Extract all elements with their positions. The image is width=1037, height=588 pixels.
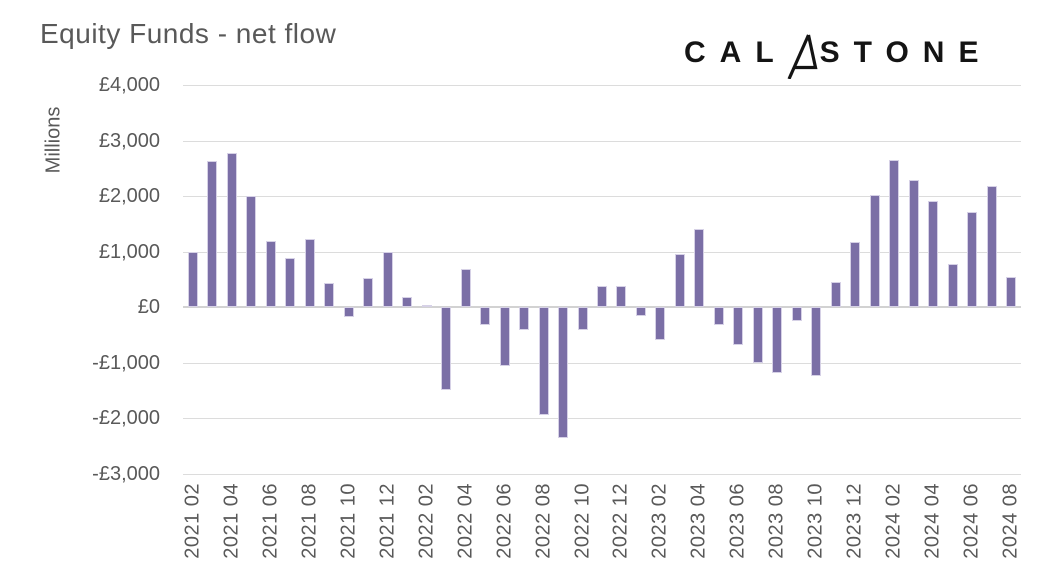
bar [869, 195, 880, 308]
bar [441, 307, 452, 391]
gridline [183, 362, 1021, 364]
x-tick-label: 2021 02 [181, 483, 204, 559]
gridline [183, 140, 1021, 142]
bar [733, 307, 744, 345]
y-tick-label: £1,000 [98, 240, 160, 263]
x-tick-label: 2024 06 [960, 483, 983, 559]
bar [850, 241, 861, 308]
x-tick-label: 2022 06 [493, 483, 516, 559]
y-tick-label: -£2,000 [92, 407, 160, 430]
bar [187, 252, 198, 308]
x-tick-label: 2023 10 [804, 483, 827, 559]
y-tick-label: -£1,000 [92, 351, 160, 374]
bar [285, 257, 296, 308]
bar [928, 200, 939, 308]
gridline [183, 251, 1021, 253]
y-tick-label: £2,000 [98, 185, 160, 208]
bar [480, 307, 491, 325]
bar [1006, 277, 1017, 308]
bar [577, 307, 588, 331]
logo-text-stone: STONE [819, 36, 993, 69]
y-tick-label: £4,000 [98, 74, 160, 96]
bar [635, 307, 646, 317]
bar [265, 241, 276, 308]
gridline [183, 85, 1021, 86]
bar [343, 307, 354, 317]
x-tick-label: 2022 08 [532, 483, 555, 559]
x-tick-label: 2023 02 [648, 483, 671, 559]
bar [772, 307, 783, 374]
gridline [183, 474, 1021, 475]
gridline [183, 418, 1021, 420]
bar [713, 307, 724, 325]
bar [324, 283, 335, 308]
x-tick-label: 2024 04 [921, 483, 944, 559]
bar [460, 269, 471, 308]
x-tick-label: 2021 10 [337, 483, 360, 559]
x-tick-label: 2021 12 [376, 483, 399, 559]
x-tick-label: 2024 08 [999, 483, 1022, 559]
x-tick-label: 2023 08 [765, 483, 788, 559]
bar [207, 160, 218, 308]
x-tick-label: 2021 04 [220, 483, 243, 559]
bar [519, 307, 530, 331]
bar [246, 196, 257, 308]
bar [889, 160, 900, 308]
y-tick-label: -£3,000 [92, 463, 160, 485]
bar [363, 278, 374, 308]
x-tick-label: 2022 12 [609, 483, 632, 559]
bar [967, 211, 978, 308]
bar [655, 307, 666, 340]
bar [811, 307, 822, 376]
logo-text-cal: CAL [684, 36, 788, 69]
calastone-paper-plane-a-icon [787, 34, 818, 79]
bar [616, 285, 627, 308]
bar [558, 307, 569, 439]
bar [304, 238, 315, 308]
zero-gridline [183, 306, 1021, 309]
gridline [183, 196, 1021, 198]
bar [791, 307, 802, 321]
x-tick-label: 2022 10 [571, 483, 593, 559]
bar [538, 307, 549, 415]
bar [382, 251, 393, 308]
x-tick-label: 2024 02 [882, 483, 905, 559]
x-tick-label: 2023 04 [687, 483, 710, 559]
bar [986, 185, 997, 308]
bar [908, 180, 919, 308]
y-tick-label: £0 [137, 296, 160, 319]
x-tick-label: 2021 08 [298, 483, 321, 559]
bar [947, 263, 958, 308]
bar [402, 296, 413, 308]
bar [830, 282, 841, 308]
x-tick-label: 2023 12 [843, 483, 866, 559]
x-tick-label: 2022 02 [415, 483, 438, 559]
bar [226, 152, 237, 308]
bar [752, 307, 763, 363]
x-tick-label: 2023 06 [726, 483, 749, 559]
x-tick-label: 2021 06 [259, 483, 282, 559]
y-tick-label: £3,000 [98, 129, 160, 152]
bar [421, 305, 432, 308]
x-tick-label: 2022 04 [454, 483, 477, 559]
calastone-logo: CAL STONE [684, 30, 993, 79]
bar [694, 229, 705, 308]
bar [597, 286, 607, 308]
bar [674, 254, 685, 308]
bar [499, 307, 510, 367]
chart-title: Equity Funds - net flow [40, 18, 337, 49]
